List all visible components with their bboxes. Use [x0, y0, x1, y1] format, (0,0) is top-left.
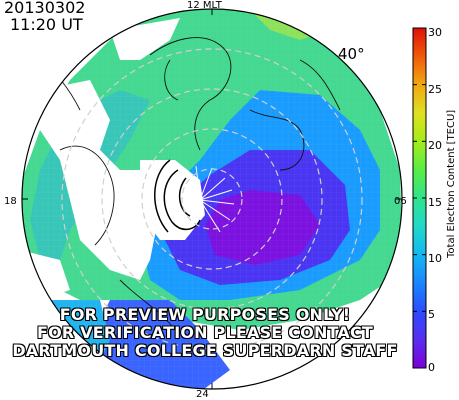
- colorbar-tick-label: 25: [428, 83, 442, 96]
- mlt-label-right: 06: [394, 196, 407, 207]
- watermark-line-1: FOR PREVIEW PURPOSES ONLY!: [59, 305, 351, 324]
- latitude-label: 40°: [338, 45, 365, 63]
- colorbar-tick-label: 15: [428, 196, 442, 209]
- mlt-label-left: 18: [4, 196, 17, 207]
- colorbar-tick-label: 0: [428, 361, 435, 374]
- colorbar: [412, 27, 427, 369]
- colorbar-tick-label: 10: [428, 252, 442, 265]
- colorbar-label: Total Electron Content [TECU]: [446, 109, 457, 258]
- colorbar-tick-label: 5: [428, 308, 435, 321]
- latitude-circles: [61, 48, 363, 350]
- convection-contours: [154, 159, 201, 233]
- date-label: 20130302: [4, 0, 86, 17]
- time-label: 11:20 UT: [10, 15, 83, 34]
- mlt-ticks: [22, 9, 402, 389]
- watermark-line-2: FOR VERIFICATION PLEASE CONTACT: [36, 323, 374, 342]
- colorbar-tick-label: 30: [428, 26, 442, 39]
- velocity-vectors: [195, 165, 235, 233]
- mlt-label-bottom: 24: [196, 389, 209, 400]
- colorbar-tick-label: 20: [428, 139, 442, 152]
- watermark-line-3: DARTMOUTH COLLEGE SUPERDARN STAFF: [12, 341, 398, 360]
- mlt-label-top: 12 MLT: [187, 0, 222, 11]
